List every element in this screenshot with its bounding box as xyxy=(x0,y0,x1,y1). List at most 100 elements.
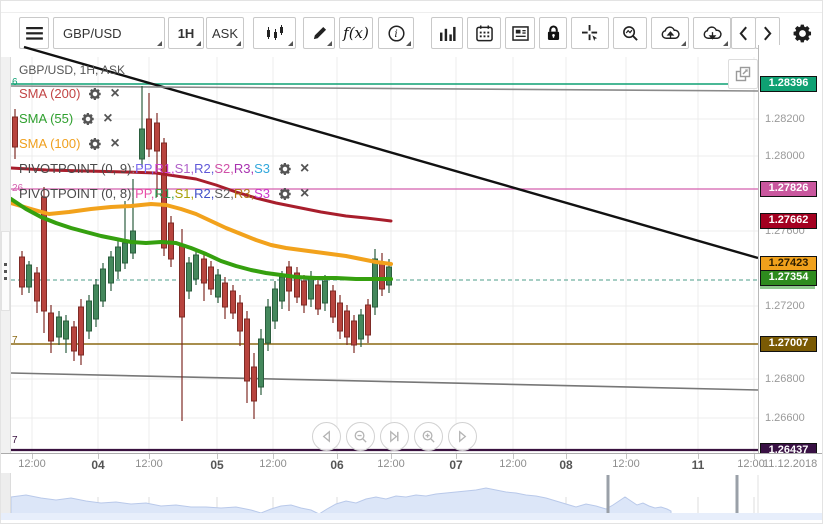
expand-icon xyxy=(735,66,751,82)
candle xyxy=(34,267,40,313)
dropdown-corner-icon xyxy=(723,41,728,46)
cloud-upload-icon xyxy=(660,26,681,41)
price-badge: 1.27423 xyxy=(760,256,817,272)
candle xyxy=(78,299,84,365)
pivot-token-pp: PP, xyxy=(135,186,155,201)
calendar-icon xyxy=(476,25,493,42)
pivot-token-s3: S3 xyxy=(254,186,270,201)
time-tick xyxy=(32,454,33,459)
draw-tools-button[interactable] xyxy=(303,17,335,49)
candle xyxy=(208,261,214,295)
time-tick xyxy=(217,454,218,459)
indicators-button[interactable] xyxy=(431,17,463,49)
zoom-pointer-icon xyxy=(622,25,639,42)
indicator-settings-gear-icon[interactable] xyxy=(81,112,95,126)
time-tick xyxy=(273,454,274,459)
function-button[interactable]: f(x) xyxy=(339,17,373,49)
indicator-row: SMA (55) × xyxy=(19,106,309,131)
detach-chart-button[interactable] xyxy=(728,59,758,89)
time-axis[interactable]: 12:00 04 12:00 05 12:00 06 12:00 07 12:00 08 12:00… xyxy=(1,453,822,473)
candle xyxy=(322,275,328,311)
indicator-remove-icon[interactable]: × xyxy=(103,109,113,127)
indicator-remove-icon[interactable]: × xyxy=(110,84,120,102)
navigator-canvas[interactable] xyxy=(11,473,823,519)
trendline xyxy=(11,85,758,92)
candle xyxy=(237,295,243,346)
pivot-token-s2: S2, xyxy=(214,161,234,176)
calendar-button[interactable] xyxy=(467,17,501,49)
news-button[interactable] xyxy=(505,17,535,49)
pivot-token-r1: R1, xyxy=(154,161,175,176)
dropdown-corner-icon xyxy=(236,41,241,46)
time-tick xyxy=(754,454,755,459)
indicator-separator: : xyxy=(131,161,136,176)
step-forward-button[interactable] xyxy=(448,422,477,451)
info-button[interactable]: i xyxy=(378,17,414,49)
price-chart-canvas[interactable]: 6 26 7 7 xyxy=(11,45,758,453)
indicator-settings-gear-icon[interactable] xyxy=(278,187,292,201)
time-label: 12:00 xyxy=(259,458,287,470)
indicator-label: SMA (100) xyxy=(19,136,81,151)
indicator-settings-gear-icon[interactable] xyxy=(88,137,102,151)
zoom-out-icon xyxy=(353,429,368,444)
indicator-settings-gear-icon[interactable] xyxy=(88,87,102,101)
time-tick xyxy=(391,454,392,459)
candle xyxy=(56,311,62,345)
price-axis[interactable]: 1.28200 1.28000 1.27600 1.27200 1.26800 1.266… xyxy=(758,45,822,473)
menu-icon xyxy=(26,27,43,40)
price-badge: 1.27826 xyxy=(760,181,817,197)
edge-price-label: 26 xyxy=(12,183,24,194)
pivot-token-s1: S1, xyxy=(174,161,195,176)
time-tick xyxy=(698,454,699,459)
indicator-label: PIVOTPOINT (0, 9) xyxy=(19,161,132,176)
drag-handle-dot xyxy=(4,277,7,280)
time-label: 12:00 xyxy=(18,458,46,470)
svg-text:i: i xyxy=(394,28,397,40)
timeframe-selector[interactable]: 1H xyxy=(168,17,204,49)
function-label: f(x) xyxy=(343,24,369,42)
zoom-tool-button[interactable] xyxy=(613,17,647,49)
candle xyxy=(154,113,160,197)
candle xyxy=(294,267,300,303)
chart-type-button[interactable] xyxy=(253,17,296,49)
pencil-icon xyxy=(312,26,327,41)
crosshair-button[interactable] xyxy=(571,17,609,49)
save-to-cloud-button[interactable] xyxy=(651,17,689,49)
trendline xyxy=(11,372,758,391)
go-to-end-button[interactable] xyxy=(380,422,409,451)
symbol-selector[interactable]: GBP/USD xyxy=(53,17,165,49)
indicator-row: PIVOTPOINT (0, 9) : PP, R1, S1, R2, S2, … xyxy=(19,156,309,181)
indicator-remove-icon[interactable]: × xyxy=(300,159,310,177)
navigator-left-rail xyxy=(1,473,11,519)
indicator-remove-icon[interactable]: × xyxy=(300,184,310,202)
drag-handle-dot xyxy=(4,270,7,273)
chart-type-icon xyxy=(265,25,285,41)
indicator-remove-icon[interactable]: × xyxy=(110,134,120,152)
candle xyxy=(330,285,336,323)
load-from-cloud-button[interactable] xyxy=(693,17,731,49)
indicator-settings-gear-icon[interactable] xyxy=(278,162,292,176)
candle xyxy=(122,201,128,269)
indicator-label: PIVOTPOINT (0, 8) xyxy=(19,186,132,201)
zoom-in-button[interactable] xyxy=(414,422,443,451)
menu-button[interactable] xyxy=(19,17,49,49)
step-back-button[interactable] xyxy=(312,422,341,451)
edge-price-label: 6 xyxy=(12,77,18,88)
time-label: 08 xyxy=(559,458,573,472)
candle xyxy=(251,353,257,419)
left-scrollbar[interactable] xyxy=(1,57,11,519)
news-icon xyxy=(512,26,529,41)
price-side-selector[interactable]: ASK xyxy=(206,17,244,49)
price-badge: 1.27007 xyxy=(760,336,817,352)
candle xyxy=(344,305,350,345)
lock-button[interactable] xyxy=(539,17,567,49)
time-label: 04 xyxy=(91,458,105,472)
price-side-label: ASK xyxy=(211,25,238,41)
candle xyxy=(71,321,77,361)
zoom-out-button[interactable] xyxy=(346,422,375,451)
step-back-icon xyxy=(319,429,334,444)
info-icon: i xyxy=(387,24,405,42)
candle xyxy=(358,309,364,347)
settings-button[interactable] xyxy=(787,17,817,49)
scroll-left-button[interactable] xyxy=(731,17,756,49)
